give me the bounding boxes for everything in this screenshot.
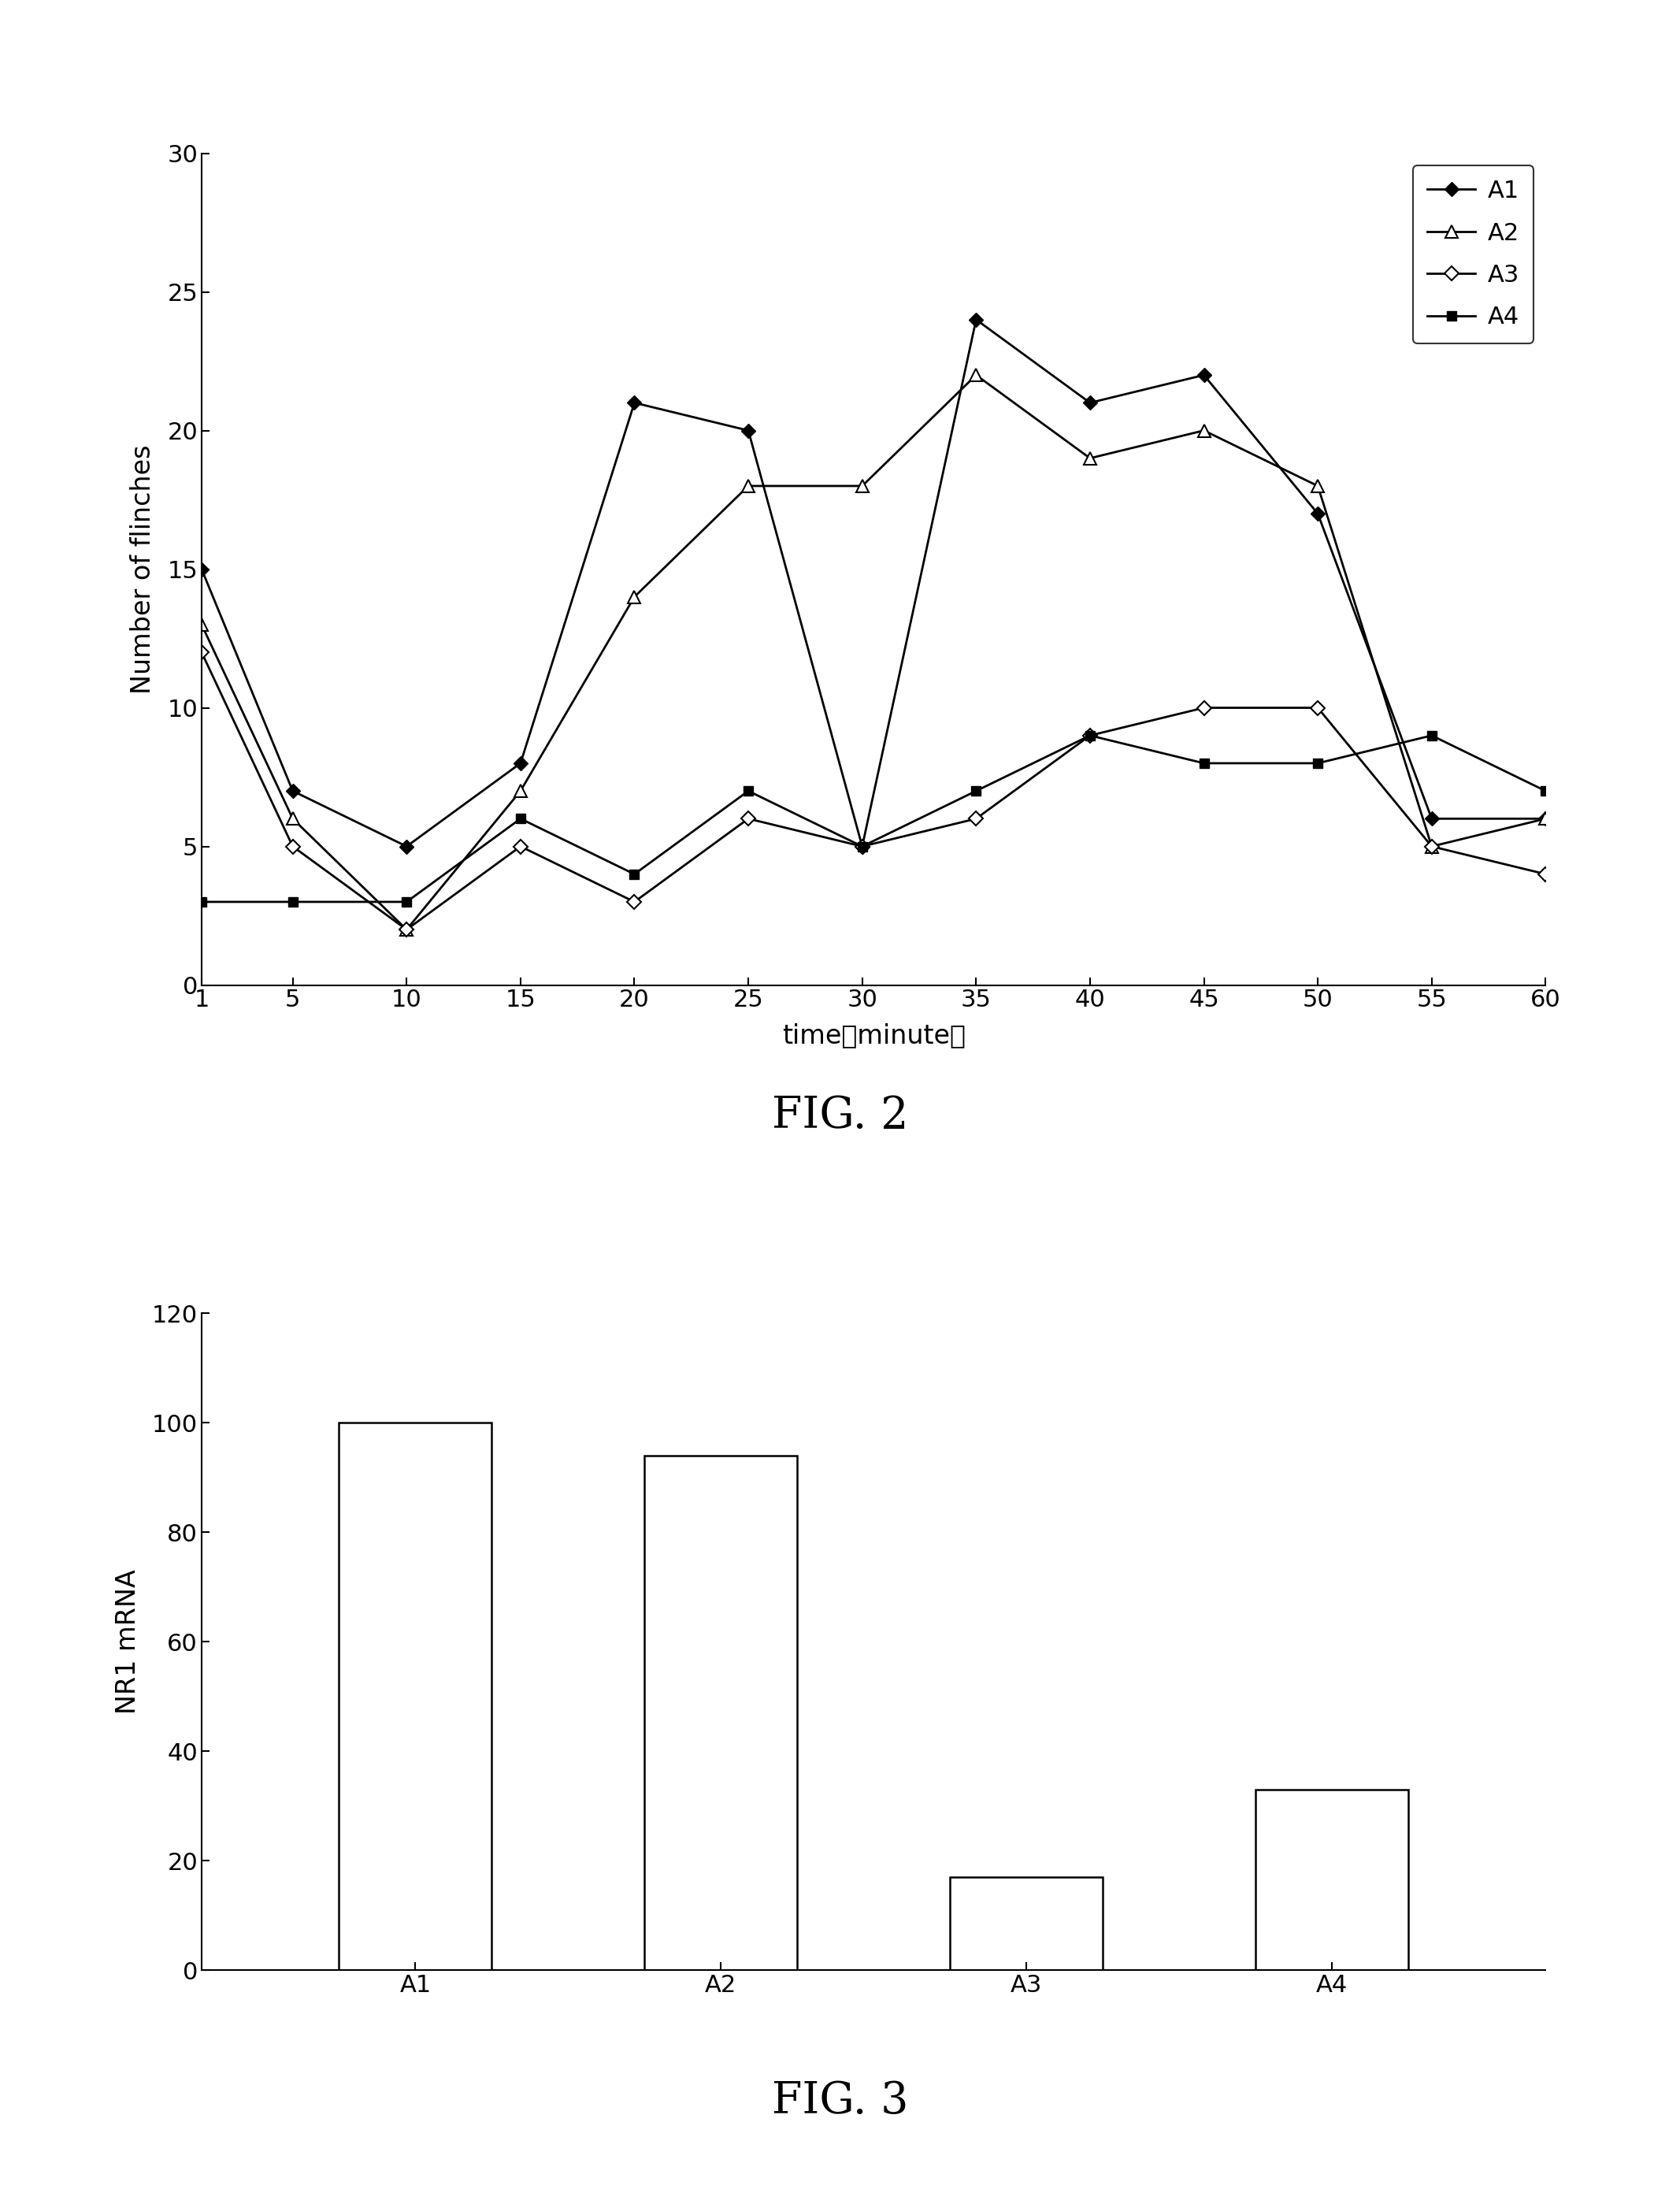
A4: [282, 889, 302, 915]
A3: [852, 834, 872, 860]
Text: FIG. 3: FIG. 3: [771, 2080, 909, 2123]
A2: [852, 473, 872, 499]
A1: [1421, 806, 1441, 832]
A4: [625, 860, 645, 887]
A4: [1536, 777, 1556, 803]
A2: [1421, 834, 1441, 860]
A1: [282, 777, 302, 803]
Text: FIG. 2: FIG. 2: [771, 1094, 909, 1138]
A2: [282, 806, 302, 832]
A2: [192, 611, 212, 637]
A2: [738, 473, 758, 499]
A1: [738, 418, 758, 444]
A2: [1307, 473, 1327, 499]
A3: [738, 806, 758, 832]
Line: A1: A1: [197, 315, 1551, 852]
Y-axis label: NR1 mRNA: NR1 mRNA: [114, 1570, 141, 1714]
A3: [1536, 860, 1556, 887]
A3: [625, 889, 645, 915]
A4: [1307, 751, 1327, 777]
A4: [852, 834, 872, 860]
A4: [511, 806, 531, 832]
Line: A3: A3: [197, 648, 1551, 935]
A2: [1536, 806, 1556, 832]
A3: [966, 806, 986, 832]
A4: [1421, 722, 1441, 749]
Legend: A1, A2, A3, A4: A1, A2, A3, A4: [1413, 164, 1534, 344]
A2: [966, 361, 986, 387]
Line: A4: A4: [197, 731, 1551, 906]
A2: [1194, 418, 1215, 444]
A3: [192, 639, 212, 665]
A1: [511, 751, 531, 777]
Bar: [949, 1876, 1102, 1970]
A3: [1194, 694, 1215, 720]
Bar: [645, 1456, 798, 1970]
A4: [1080, 722, 1100, 749]
A4: [738, 777, 758, 803]
A1: [1307, 501, 1327, 528]
Bar: [339, 1423, 492, 1970]
A1: [396, 834, 417, 860]
A2: [1080, 444, 1100, 471]
A1: [1536, 806, 1556, 832]
A4: [966, 777, 986, 803]
A3: [511, 834, 531, 860]
A3: [1421, 834, 1441, 860]
A3: [282, 834, 302, 860]
Bar: [1255, 1791, 1408, 1970]
A2: [511, 777, 531, 803]
A2: [625, 584, 645, 611]
A1: [192, 556, 212, 582]
A1: [1194, 361, 1215, 387]
A2: [396, 917, 417, 943]
A4: [1194, 751, 1215, 777]
A3: [396, 917, 417, 943]
A1: [852, 834, 872, 860]
A1: [625, 390, 645, 416]
A1: [1080, 390, 1100, 416]
A4: [396, 889, 417, 915]
A3: [1307, 694, 1327, 720]
Y-axis label: Number of flinches: Number of flinches: [131, 444, 156, 694]
X-axis label: time（minute）: time（minute）: [781, 1022, 966, 1049]
A4: [192, 889, 212, 915]
A1: [966, 306, 986, 333]
A3: [1080, 722, 1100, 749]
Line: A2: A2: [195, 370, 1552, 935]
